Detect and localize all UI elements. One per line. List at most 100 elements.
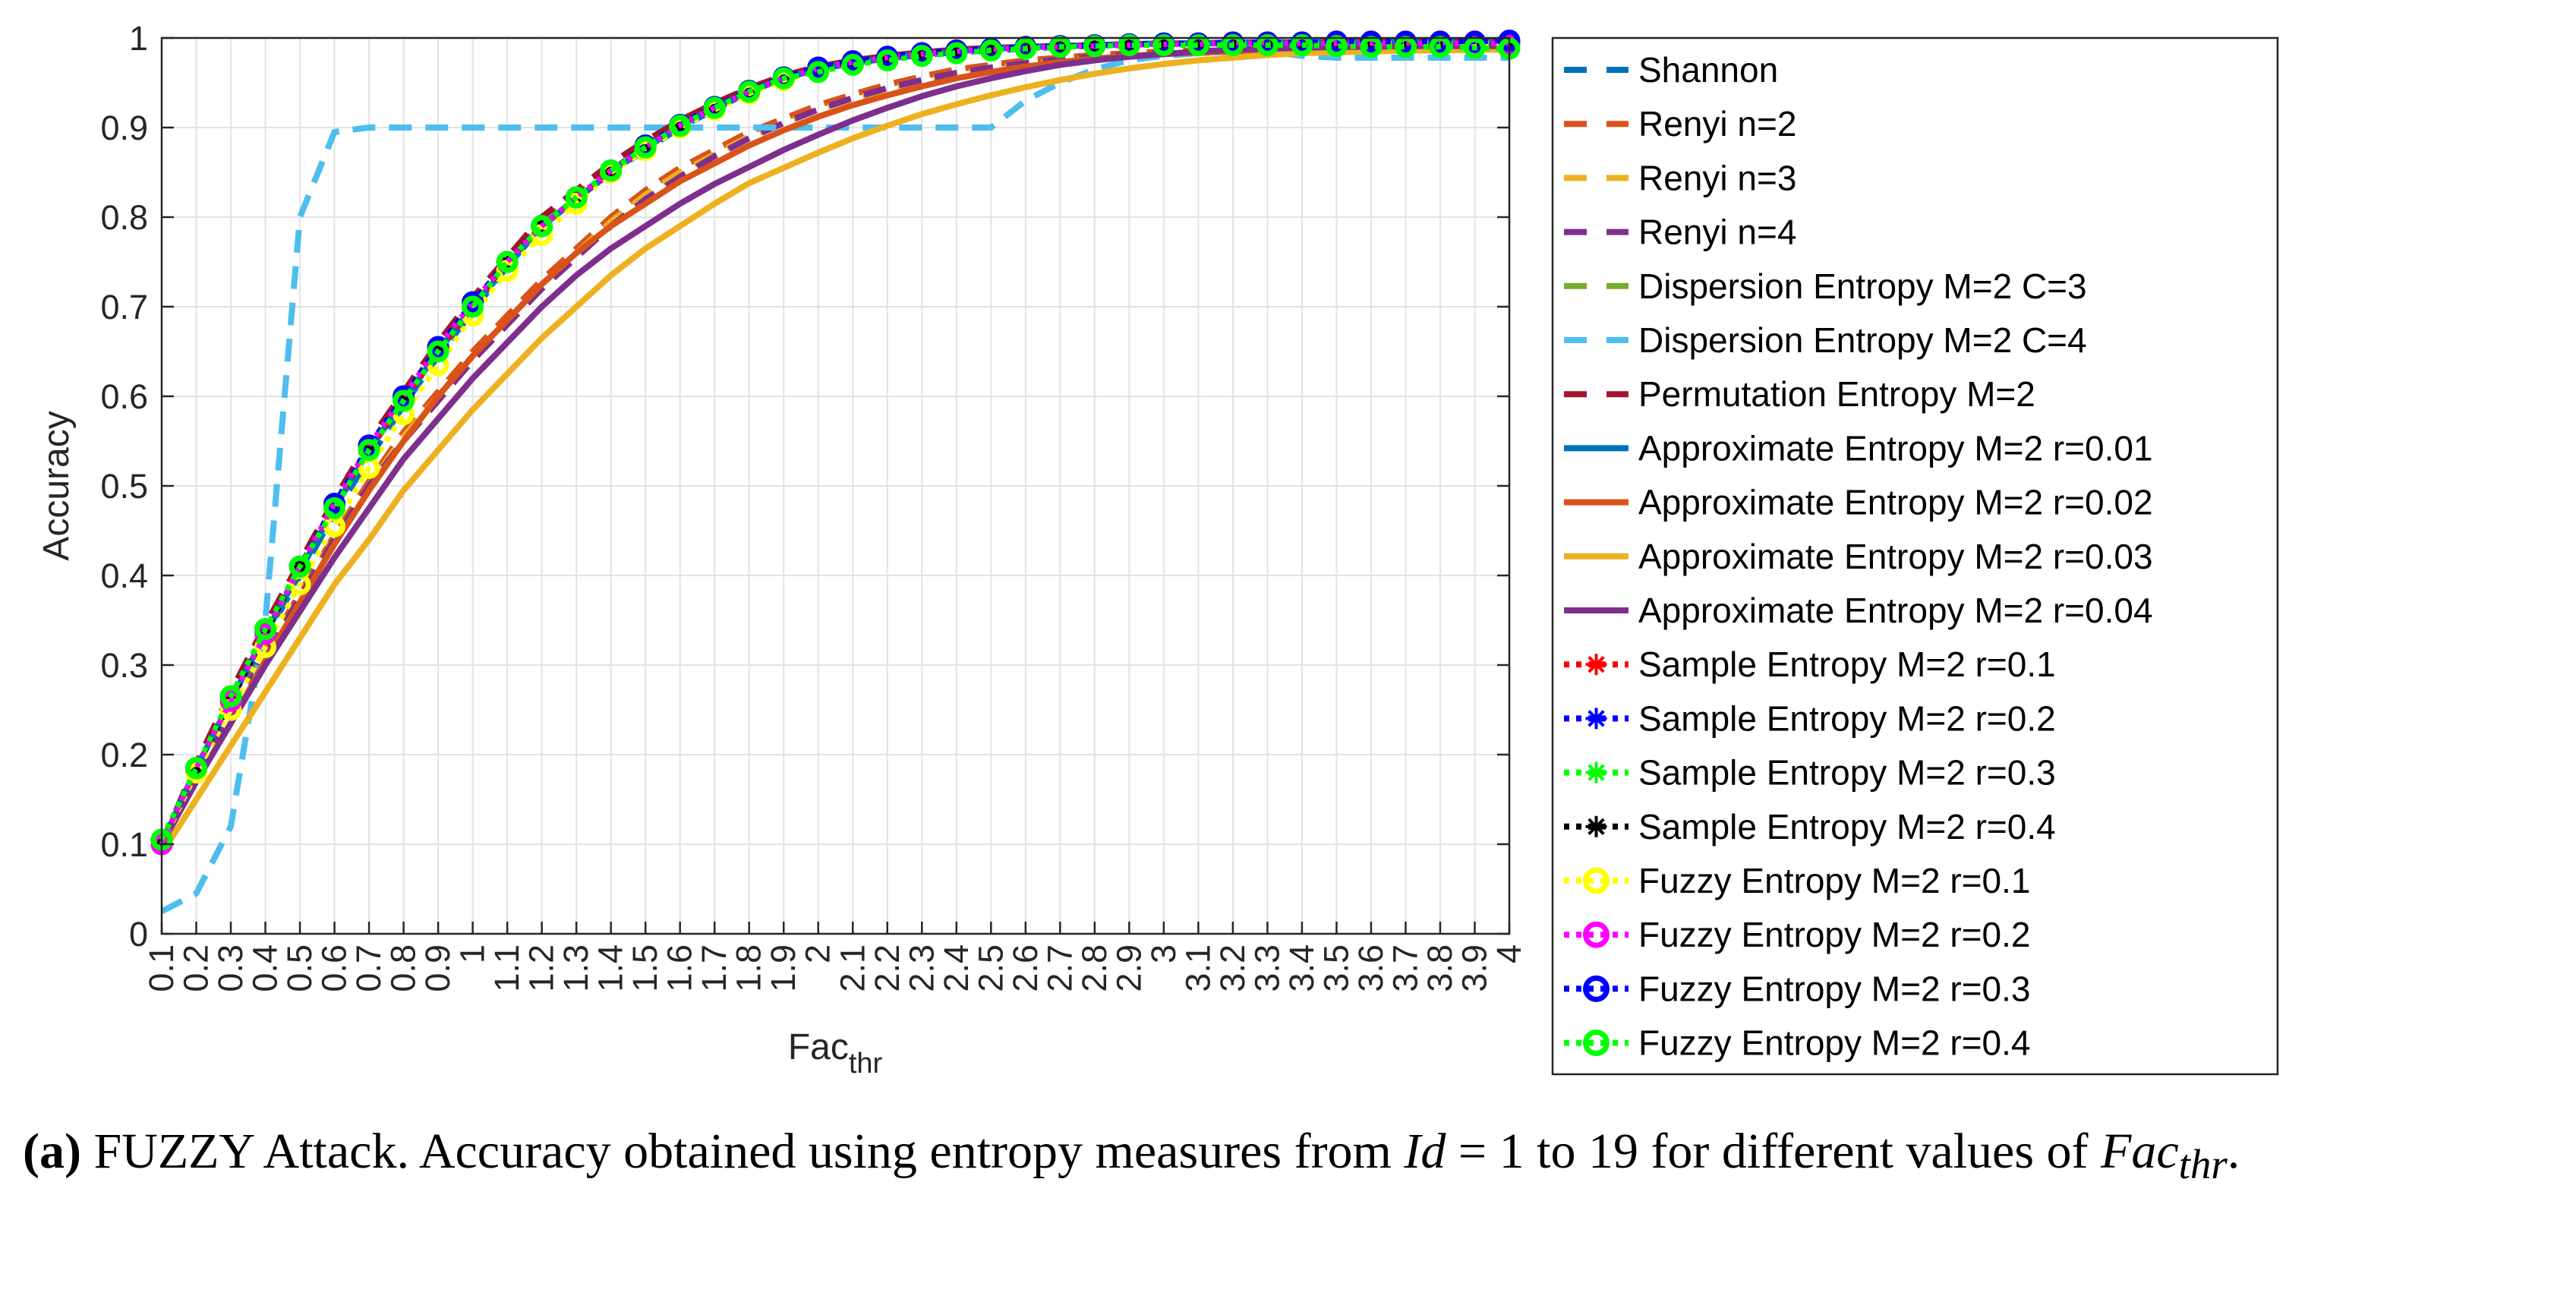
legend-label: Fuzzy Entropy M=2 r=0.2 (1638, 915, 2030, 954)
legend-label: Approximate Entropy M=2 r=0.03 (1638, 537, 2153, 576)
data-point (1431, 35, 1449, 52)
x-tick-label: 1.7 (695, 944, 733, 992)
data-point (496, 251, 519, 273)
x-tick-label: 0.4 (246, 944, 285, 992)
x-tick-label: 2.9 (1109, 944, 1148, 992)
data-point (807, 61, 830, 84)
x-tick-label: 1 (453, 944, 492, 963)
legend-label: Dispersion Entropy M=2 C=4 (1638, 320, 2087, 360)
x-tick-label: 2.8 (1075, 944, 1114, 992)
data-point (1187, 33, 1209, 56)
x-tick-label: 2.3 (902, 944, 941, 992)
data-point (462, 295, 484, 318)
y-tick-label: 0.7 (100, 288, 148, 326)
legend-item: Fuzzy Entropy M=2 r=0.3 (1564, 969, 2030, 1008)
legend-label: Renyi n=3 (1638, 158, 1796, 197)
y-tick-label: 0.9 (100, 109, 148, 147)
data-point (219, 685, 242, 708)
legend-item: Sample Entropy M=2 r=0.3 (1564, 753, 2056, 793)
x-tick-label: 2.4 (937, 944, 976, 992)
legend-label: Approximate Entropy M=2 r=0.04 (1638, 591, 2153, 630)
x-tick-label: 3.5 (1316, 944, 1355, 992)
data-point (185, 757, 208, 780)
x-tick-label: 3.8 (1420, 944, 1459, 992)
legend-label: Approximate Entropy M=2 r=0.01 (1638, 428, 2153, 468)
x-tick-label: 0.7 (349, 944, 388, 992)
caption-id-variable: Id (1404, 1124, 1446, 1179)
caption-fac-subscript: thr (2178, 1141, 2228, 1188)
legend-label: Sample Entropy M=2 r=0.3 (1638, 753, 2056, 793)
y-tick-label: 0.6 (100, 377, 148, 416)
data-point (947, 43, 965, 60)
data-point (600, 159, 623, 182)
data-point (772, 67, 795, 90)
data-point (358, 439, 380, 462)
x-tick-label: 2.5 (971, 944, 1010, 992)
x-tick-label: 1.8 (730, 944, 768, 992)
data-point (1291, 33, 1313, 56)
legend-item: Fuzzy Entropy M=2 r=0.2 (1564, 915, 2030, 954)
x-tick-labels: 0.10.20.30.40.50.60.70.80.911.11.21.31.4… (142, 922, 1528, 992)
y-tick-label: 0.4 (100, 556, 148, 595)
data-point (565, 186, 588, 209)
legend: Shannon Renyi n=2 Renyi n=3 Renyi n=4 Disper… (1551, 36, 2279, 1076)
data-point (531, 215, 553, 238)
series-line (159, 43, 1509, 846)
data-point (1014, 37, 1037, 60)
y-tick-label: 0.5 (100, 467, 148, 506)
series-9 (159, 46, 1509, 855)
legend-label: Shannon (1638, 50, 1778, 90)
x-tick-label: 3.9 (1455, 944, 1493, 992)
legend-label: Renyi n=2 (1638, 104, 1796, 143)
data-point (876, 49, 899, 71)
data-point (393, 389, 415, 412)
legend-item: Approximate Entropy M=2 r=0.02 (1564, 483, 2153, 522)
legend-box (1551, 36, 2279, 1076)
legend-marker (1583, 975, 1610, 1002)
data-point (945, 42, 968, 65)
data-point (395, 388, 412, 405)
caption-label: (a) (23, 1124, 81, 1179)
x-tick-label: 3 (1144, 944, 1183, 963)
data-point (254, 618, 277, 641)
x-tick-label: 3.6 (1351, 944, 1390, 992)
data-point (634, 136, 657, 159)
legend-marker (1585, 708, 1607, 730)
y-tick-label: 0.1 (100, 825, 148, 864)
legend-marker (1583, 1029, 1610, 1057)
x-tick-label: 3.2 (1213, 944, 1252, 992)
x-axis-label: Facthr (788, 1027, 883, 1080)
x-tick-label: 3.4 (1282, 944, 1321, 992)
series-18 (150, 33, 1521, 851)
legend-label: Renyi n=4 (1638, 213, 1796, 252)
x-tick-label: 3.3 (1247, 944, 1286, 992)
legend-label: Fuzzy Entropy M=2 r=0.1 (1638, 861, 2030, 900)
legend-marker (1583, 921, 1610, 948)
series-line (159, 40, 1509, 846)
data-point (1463, 36, 1486, 59)
data-point (188, 759, 205, 777)
x-tick-label: 0.8 (384, 944, 423, 992)
data-point (669, 115, 692, 137)
data-point (430, 339, 447, 356)
x-tick-label: 1.2 (522, 944, 561, 992)
accuracy-line-chart: 00.10.20.30.40.50.60.70.80.91 0.10.20.30… (36, 19, 2279, 1080)
legend-marker (1585, 761, 1607, 783)
data-point (1118, 33, 1140, 56)
series-line (159, 46, 1509, 855)
y-tick-label: 0.8 (100, 198, 148, 237)
x-tick-label: 0.3 (211, 944, 250, 992)
x-tick-label: 2 (799, 944, 837, 963)
legend-label: Sample Entropy M=2 r=0.1 (1638, 645, 2056, 684)
legend-item: Sample Entropy M=2 r=0.4 (1564, 807, 2056, 846)
data-point (703, 96, 726, 119)
caption-fac-variable: Fac (2101, 1124, 2179, 1179)
data-point (1397, 35, 1414, 52)
legend-item: Permutation Entropy M=2 (1564, 374, 2035, 414)
caption-text-a: FUZZY Attack. Accuracy obtained using en… (80, 1124, 1405, 1179)
x-tick-label: 1.3 (557, 944, 595, 992)
x-tick-label: 2.2 (868, 944, 906, 992)
x-tick-label: 0.1 (142, 944, 181, 992)
data-point (1152, 33, 1175, 56)
data-point (738, 80, 761, 103)
